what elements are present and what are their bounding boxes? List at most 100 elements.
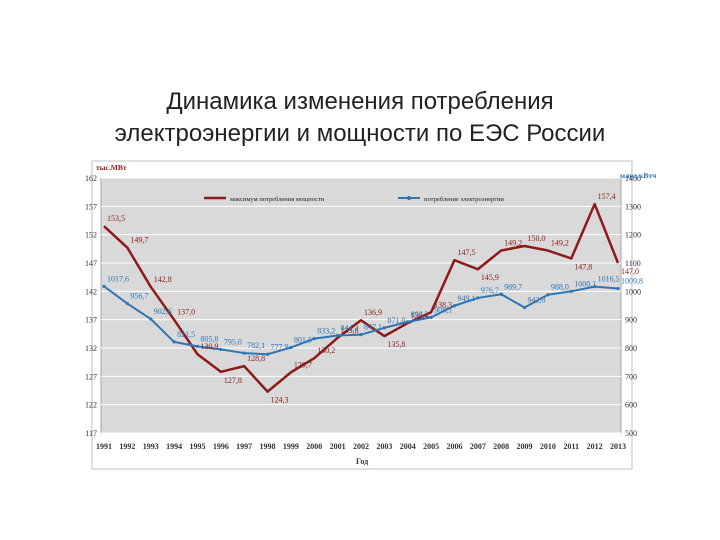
left-tick-label-8: 122 <box>85 401 97 410</box>
energy-label-1994: 821,5 <box>177 330 195 339</box>
power-label-2001: 133,8 <box>341 326 359 335</box>
x-tick-label-1996: 1996 <box>213 442 229 451</box>
energy-point-1994 <box>172 340 176 344</box>
energy-label-1991: 1017,6 <box>107 274 129 283</box>
legend-label-power: максимум потребления мощности <box>230 196 325 203</box>
left-tick-label-5: 137 <box>85 316 97 325</box>
power-label-2005: 138,3 <box>434 300 452 309</box>
energy-label-1996: 795,0 <box>224 337 242 346</box>
power-label-2004: 136,4 <box>411 311 429 320</box>
x-tick-label-2004: 2004 <box>400 442 416 451</box>
power-label-2003: 135,8 <box>387 340 405 349</box>
right-tick-label-4: 1000 <box>625 287 641 296</box>
energy-label-2008: 989,7 <box>504 282 522 291</box>
energy-label-2001: 844,2 <box>341 323 359 332</box>
energy-point-2010 <box>546 293 550 297</box>
energy-point-2007 <box>476 296 480 300</box>
slide-title-line-1: Динамика изменения потребления <box>166 88 554 115</box>
energy-label-2011: 1000,1 <box>574 279 596 288</box>
x-tick-label-2009: 2009 <box>517 442 533 451</box>
energy-point-2006 <box>452 304 457 308</box>
x-tick-label-2012: 2012 <box>587 442 603 451</box>
energy-point-2001 <box>336 333 340 338</box>
power-label-2006: 147,5 <box>457 248 475 257</box>
right-tick-label-9: 500 <box>625 429 637 438</box>
power-label-1998: 124,3 <box>271 396 289 405</box>
slide-title: Динамика изменения потребления электроэн… <box>40 86 680 150</box>
energy-label-2004: 892,2 <box>411 310 429 319</box>
x-tick-label-2007: 2007 <box>470 442 486 451</box>
left-axis-ticks: 162 157 152 147 142 137 132 127 122 117 <box>85 174 97 438</box>
x-tick-label-1995: 1995 <box>189 442 205 451</box>
right-axis-unit: млрд.кВтч <box>620 171 657 180</box>
x-tick-label-2001: 2001 <box>330 442 346 451</box>
slide-title-line-2: электроэнергии и мощности по ЕЭС России <box>114 120 606 147</box>
energy-label-1992: 956,7 <box>130 292 148 301</box>
left-axis-unit: тыс.МВт <box>96 163 127 172</box>
power-label-2008: 149,2 <box>504 239 522 248</box>
energy-label-1997: 782,1 <box>247 341 265 350</box>
x-tick-label-1992: 1992 <box>119 442 135 451</box>
power-label-2000: 130,2 <box>317 346 335 355</box>
plot-area <box>100 177 622 434</box>
energy-label-2002: 847,1 <box>364 323 382 332</box>
energy-label-2010: 988,0 <box>551 283 569 292</box>
energy-point-1996 <box>219 347 223 352</box>
energy-point-1999 <box>289 345 293 350</box>
x-tick-label-2006: 2006 <box>446 442 462 451</box>
left-tick-label-7: 127 <box>85 372 97 381</box>
energy-point-2003 <box>382 326 386 330</box>
energy-label-1998: 777,9 <box>271 342 289 351</box>
energy-point-1997 <box>242 351 246 355</box>
energy-point-1995 <box>195 344 200 348</box>
right-axis-ticks: 1400 1300 1200 1100 1000 900 800 700 600 500 <box>625 174 641 438</box>
right-tick-label-5: 900 <box>625 316 637 325</box>
legend-marker-energy <box>407 196 411 200</box>
power-label-1997: 128,8 <box>247 354 265 363</box>
energy-label-1993: 902,6 <box>154 307 172 316</box>
x-tick-label-1991: 1991 <box>96 442 112 451</box>
left-tick-label-1: 157 <box>85 202 97 211</box>
x-tick-label-2013: 2013 <box>610 442 626 451</box>
power-label-1992: 149,7 <box>130 236 148 245</box>
legend: максимум потребления мощности потреблени… <box>204 196 504 203</box>
x-tick-label-2008: 2008 <box>493 442 509 451</box>
energy-label-1995: 805,8 <box>200 334 218 343</box>
data-label-layer: 153,5 149,7 142,8 137,0 130,9 127,8 128,8 124,3… <box>107 192 643 405</box>
right-tick-label-3: 1100 <box>625 259 641 268</box>
power-label-2009: 150,0 <box>528 234 546 243</box>
energy-label-2009: 942,8 <box>528 296 546 305</box>
x-axis-title: Год <box>356 457 368 466</box>
energy-point-2012 <box>593 285 597 289</box>
energy-point-1998 <box>265 352 270 356</box>
power-label-2002: 136,9 <box>364 308 382 317</box>
right-tick-label-1: 1300 <box>625 202 641 211</box>
energy-point-2008 <box>499 292 503 296</box>
energy-point-2005 <box>429 315 433 319</box>
left-tick-label-0: 162 <box>85 174 97 183</box>
x-axis-ticks: 1991 1992 1993 1994 1995 1996 1997 1998 1999 2000… <box>96 442 626 451</box>
x-tick-label-2000: 2000 <box>306 442 322 451</box>
x-tick-label-1994: 1994 <box>166 442 182 451</box>
energy-label-2000: 833,2 <box>317 327 335 336</box>
power-label-2013: 147,0 <box>621 267 639 276</box>
right-tick-label-8: 600 <box>625 401 637 410</box>
power-label-1994: 137,0 <box>177 308 195 317</box>
energy-point-2000 <box>312 336 316 341</box>
energy-label-2013: 1009,8 <box>621 277 643 286</box>
series-layer <box>102 202 620 393</box>
power-label-1999: 129,7 <box>294 360 312 369</box>
energy-label-2012: 1016,5 <box>598 275 620 284</box>
gridlines <box>101 177 621 434</box>
right-tick-label-0: 1400 <box>625 174 641 183</box>
series-line-power <box>103 202 620 393</box>
energy-point-2004 <box>406 320 410 324</box>
legend-label-energy: потребление электроэнергии <box>424 196 504 203</box>
x-tick-label-2011: 2011 <box>563 442 579 451</box>
energy-label-1999: 801,5 <box>294 336 312 345</box>
x-tick-label-2002: 2002 <box>353 442 369 451</box>
x-tick-label-1997: 1997 <box>236 442 252 451</box>
energy-point-2002 <box>359 333 363 337</box>
energy-label-2003: 871,0 <box>387 316 405 325</box>
